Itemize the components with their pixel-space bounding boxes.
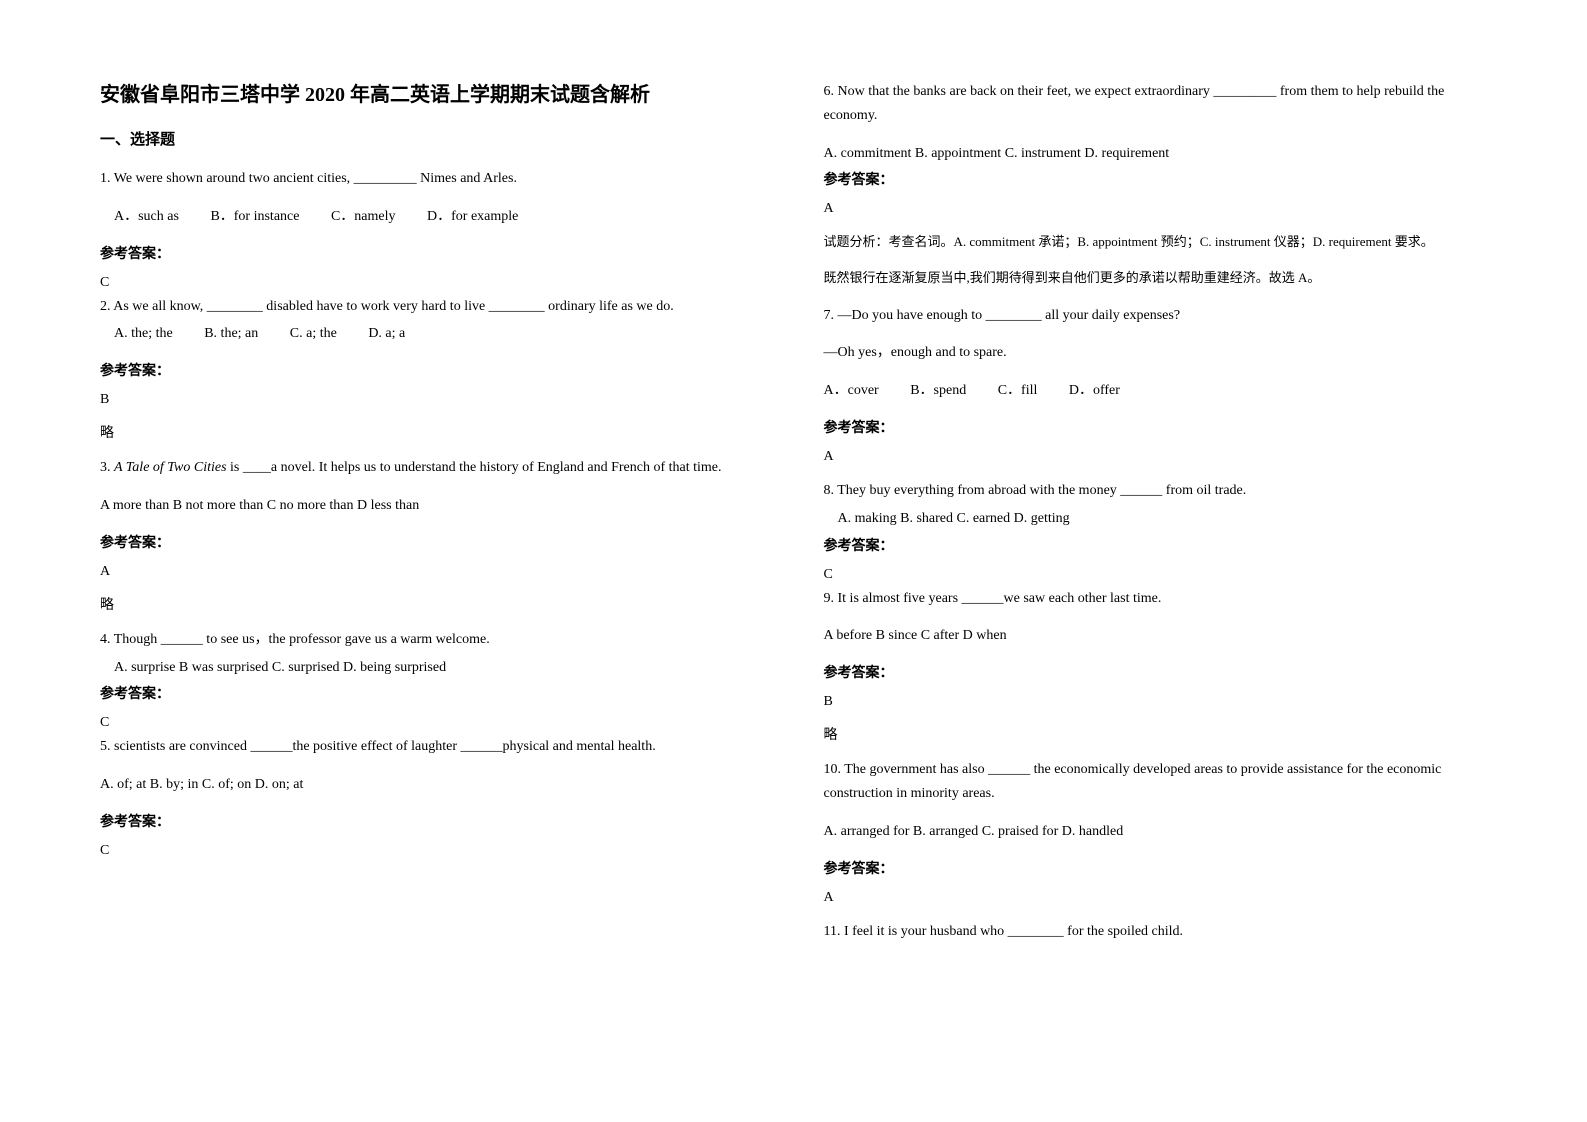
q7-optA: A．cover [824, 379, 879, 403]
q6-options: A. commitment B. appointment C. instrume… [824, 142, 1488, 166]
q9-options: A before B since C after D when [824, 624, 1488, 648]
q2-optB: B. the; an [204, 322, 258, 346]
q2-optD: D. a; a [368, 322, 405, 346]
q4-ans-label: 参考答案： [100, 683, 764, 703]
q7-optD: D．offer [1069, 379, 1120, 403]
q8-ans: C [824, 567, 1488, 583]
q1-ans: C [100, 275, 764, 291]
q1-optB: B．for instance [210, 205, 299, 229]
q7-optC: C．fill [998, 379, 1038, 403]
right-column: 6. Now that the banks are back on their … [824, 80, 1488, 1082]
q4-options: A. surprise B was surprised C. surprised… [100, 656, 764, 680]
q1-optC: C．namely [331, 205, 396, 229]
q2-ans: B [100, 392, 764, 408]
q9-ans: B [824, 694, 1488, 710]
q2-optA: A. the; the [114, 322, 173, 346]
q6-ans-label: 参考答案： [824, 169, 1488, 189]
q7-optB: B．spend [910, 379, 966, 403]
q3-suffix: is ____a novel. It helps us to understan… [227, 460, 722, 475]
q5-text: 5. scientists are convinced ______the po… [100, 735, 764, 759]
q3-note: 略 [100, 594, 764, 614]
q9-note: 略 [824, 724, 1488, 744]
q5-ans: C [100, 843, 764, 859]
q2-text: 2. As we all know, ________ disabled hav… [100, 295, 764, 319]
q1-text: 1. We were shown around two ancient citi… [100, 167, 764, 191]
q3-options: A more than B not more than C no more th… [100, 494, 764, 518]
q3-ans: A [100, 564, 764, 580]
q6-text: 6. Now that the banks are back on their … [824, 80, 1488, 128]
q6-ans: A [824, 201, 1488, 217]
left-column: 安徽省阜阳市三塔中学 2020 年高二英语上学期期末试题含解析 一、选择题 1.… [100, 80, 764, 1082]
q7-ans: A [824, 449, 1488, 465]
q8-text: 8. They buy everything from abroad with … [824, 479, 1488, 503]
q7-text: 7. —Do you have enough to ________ all y… [824, 304, 1488, 328]
section-header: 一、选择题 [100, 128, 764, 149]
q1-optA: A．such as [114, 205, 179, 229]
q6-explain2: 既然银行在逐渐复原当中,我们期待得到来自他们更多的承诺以帮助重建经济。故选 A。 [824, 267, 1488, 289]
q3-ans-label: 参考答案： [100, 532, 764, 552]
q2-ans-label: 参考答案： [100, 360, 764, 380]
q1-optD: D．for example [427, 205, 518, 229]
q6-explain1: 试题分析：考查名词。A. commitment 承诺；B. appointmen… [824, 231, 1488, 253]
q5-options: A. of; at B. by; in C. of; on D. on; at [100, 773, 764, 797]
q9-text: 9. It is almost five years ______we saw … [824, 587, 1488, 611]
q10-ans: A [824, 890, 1488, 906]
q3-prefix: 3. [100, 460, 114, 475]
q3-text: 3. A Tale of Two Cities is ____a novel. … [100, 456, 764, 480]
q9-ans-label: 参考答案： [824, 662, 1488, 682]
q1-options: A．such as B．for instance C．namely D．for … [100, 205, 764, 229]
q10-text: 10. The government has also ______ the e… [824, 758, 1488, 806]
q2-options: A. the; the B. the; an C. a; the D. a; a [100, 322, 764, 346]
doc-title: 安徽省阜阳市三塔中学 2020 年高二英语上学期期末试题含解析 [100, 80, 764, 110]
q10-options: A. arranged for B. arranged C. praised f… [824, 820, 1488, 844]
q7-ans-label: 参考答案： [824, 417, 1488, 437]
q5-ans-label: 参考答案： [100, 811, 764, 831]
q8-options: A. making B. shared C. earned D. getting [824, 507, 1488, 531]
q1-ans-label: 参考答案： [100, 243, 764, 263]
q4-text: 4. Though ______ to see us，the professor… [100, 628, 764, 652]
q8-ans-label: 参考答案： [824, 535, 1488, 555]
q11-text: 11. I feel it is your husband who ______… [824, 920, 1488, 944]
q2-note: 略 [100, 422, 764, 442]
q7-text2: —Oh yes，enough and to spare. [824, 341, 1488, 365]
q10-ans-label: 参考答案： [824, 858, 1488, 878]
q7-options: A．cover B．spend C．fill D．offer [824, 379, 1488, 403]
q2-optC: C. a; the [290, 322, 337, 346]
q4-ans: C [100, 715, 764, 731]
q3-italic: A Tale of Two Cities [114, 460, 227, 475]
